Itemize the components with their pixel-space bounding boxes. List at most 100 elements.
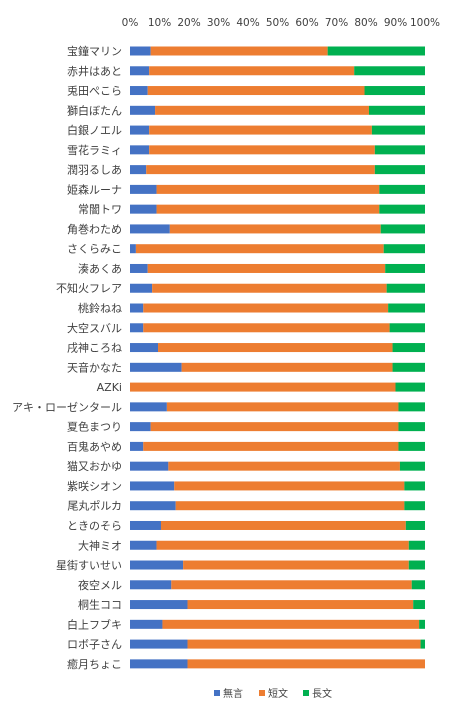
- bar-segment-3: [379, 204, 425, 214]
- x-tick-label: 50%: [266, 17, 289, 29]
- bar-segment-1: [130, 165, 147, 175]
- bar-segment-1: [130, 125, 150, 135]
- bar-segment-3: [327, 46, 425, 56]
- bar-segment-2: [187, 659, 425, 669]
- bar-segment-3: [404, 501, 425, 511]
- bar-segment-2: [150, 46, 328, 56]
- bar-segment-3: [368, 105, 425, 115]
- bar-segment-2: [135, 244, 384, 254]
- bar-segment-2: [143, 441, 399, 451]
- category-label: 猫又おかゆ: [67, 460, 122, 473]
- bar-segment-2: [156, 204, 380, 214]
- bar-segment-3: [419, 619, 425, 629]
- bar-segment-2: [162, 619, 420, 629]
- bar-segment-2: [158, 343, 393, 353]
- category-label: 天音かなた: [67, 360, 122, 374]
- category-label: 大神ミオ: [78, 538, 122, 552]
- legend-swatch: [259, 690, 265, 696]
- bar-segment-1: [130, 639, 188, 649]
- category-label: アキ・ローゼンタール: [12, 401, 122, 414]
- bar-segment-1: [130, 619, 163, 629]
- category-label: 兎田ぺこら: [67, 85, 122, 98]
- bar-segment-3: [383, 244, 425, 254]
- bar-segment-3: [398, 422, 425, 432]
- bar-segment-2: [187, 600, 414, 610]
- bar-segment-2: [130, 382, 396, 392]
- legend-swatch: [214, 690, 220, 696]
- category-label: 尾丸ポルカ: [67, 500, 122, 513]
- bar-segment-1: [130, 600, 188, 610]
- bar-segment-1: [130, 224, 170, 234]
- category-label: 戌神ころね: [67, 341, 122, 355]
- bar-segment-1: [130, 540, 157, 550]
- x-tick-label: 40%: [236, 17, 259, 29]
- bar-segment-1: [130, 441, 144, 451]
- category-label: 常闇トワ: [78, 203, 122, 216]
- bar-segment-1: [130, 501, 176, 511]
- bar-segment-2: [143, 303, 389, 313]
- bar-segment-2: [181, 362, 393, 372]
- bar-segment-2: [160, 520, 406, 530]
- bar-segment-1: [130, 402, 167, 412]
- bar-segment-3: [385, 263, 425, 273]
- bar-segment-1: [130, 66, 150, 76]
- bar-segment-1: [130, 184, 157, 194]
- category-label: 夏色まつり: [67, 420, 122, 434]
- bar-segment-2: [166, 402, 399, 412]
- bar-segment-3: [380, 224, 425, 234]
- bar-segment-3: [399, 461, 425, 471]
- bar-segment-2: [187, 639, 421, 649]
- bar-segment-3: [404, 481, 425, 491]
- bar-segment-3: [398, 441, 425, 451]
- bar-segment-1: [130, 244, 136, 254]
- category-label: 宝鐘マリン: [67, 44, 122, 58]
- bar-segment-2: [156, 540, 409, 550]
- category-labels: 宝鐘マリン赤井はあと兎田ぺこら獅白ぼたん白銀ノエル雪花ラミィ潤羽るしあ姫森ルーナ…: [12, 44, 122, 671]
- x-tick-label: 20%: [177, 17, 200, 29]
- x-tick-label: 70%: [325, 17, 348, 29]
- bar-segment-3: [388, 303, 425, 313]
- category-label: 不知火フレア: [56, 281, 122, 295]
- bar-segment-1: [130, 263, 148, 273]
- bar-segment-3: [408, 540, 425, 550]
- bar-segment-3: [364, 86, 425, 96]
- x-tick-label: 80%: [354, 17, 377, 29]
- bar-segment-2: [156, 184, 380, 194]
- bar-segment-2: [168, 461, 400, 471]
- x-tick-label: 10%: [148, 17, 171, 29]
- bar-segment-3: [389, 323, 425, 333]
- bar-segment-2: [150, 422, 399, 432]
- category-label: 潤羽るしあ: [67, 164, 122, 177]
- category-label: 癒月ちょこ: [67, 657, 122, 671]
- bar-segment-2: [183, 560, 409, 570]
- category-label: 獅白ぼたん: [67, 103, 122, 117]
- category-label: 白上フブキ: [67, 617, 122, 631]
- bar-segment-2: [155, 105, 369, 115]
- category-label: AZKi: [97, 381, 122, 394]
- category-label: 赤井はあと: [67, 64, 122, 78]
- legend: 無言 短文 長文: [214, 687, 332, 700]
- bar-segment-3: [398, 402, 425, 412]
- bar-segment-1: [130, 323, 144, 333]
- category-label: 百鬼あやめ: [67, 439, 122, 453]
- x-tick-label: 100%: [410, 17, 440, 29]
- bar-segment-2: [147, 86, 365, 96]
- x-tick-label: 60%: [295, 17, 318, 29]
- bar-segment-3: [413, 600, 425, 610]
- bar-segment-2: [149, 145, 375, 155]
- bar-segment-2: [175, 501, 405, 511]
- bar-segment-1: [130, 659, 188, 669]
- bar-segment-2: [169, 224, 381, 234]
- bar-segment-3: [420, 639, 425, 649]
- bar-segment-3: [411, 580, 425, 590]
- x-tick-label: 90%: [384, 17, 407, 29]
- category-label: 桐生ココ: [78, 598, 122, 612]
- x-tick-label: 30%: [207, 17, 230, 29]
- bar-segment-2: [152, 283, 387, 293]
- bar-segment-1: [130, 105, 156, 115]
- bar-segment-2: [146, 165, 375, 175]
- bar-segment-3: [354, 66, 425, 76]
- bar-segment-3: [374, 165, 425, 175]
- bar-segment-1: [130, 481, 175, 491]
- bar-segment-1: [130, 343, 159, 353]
